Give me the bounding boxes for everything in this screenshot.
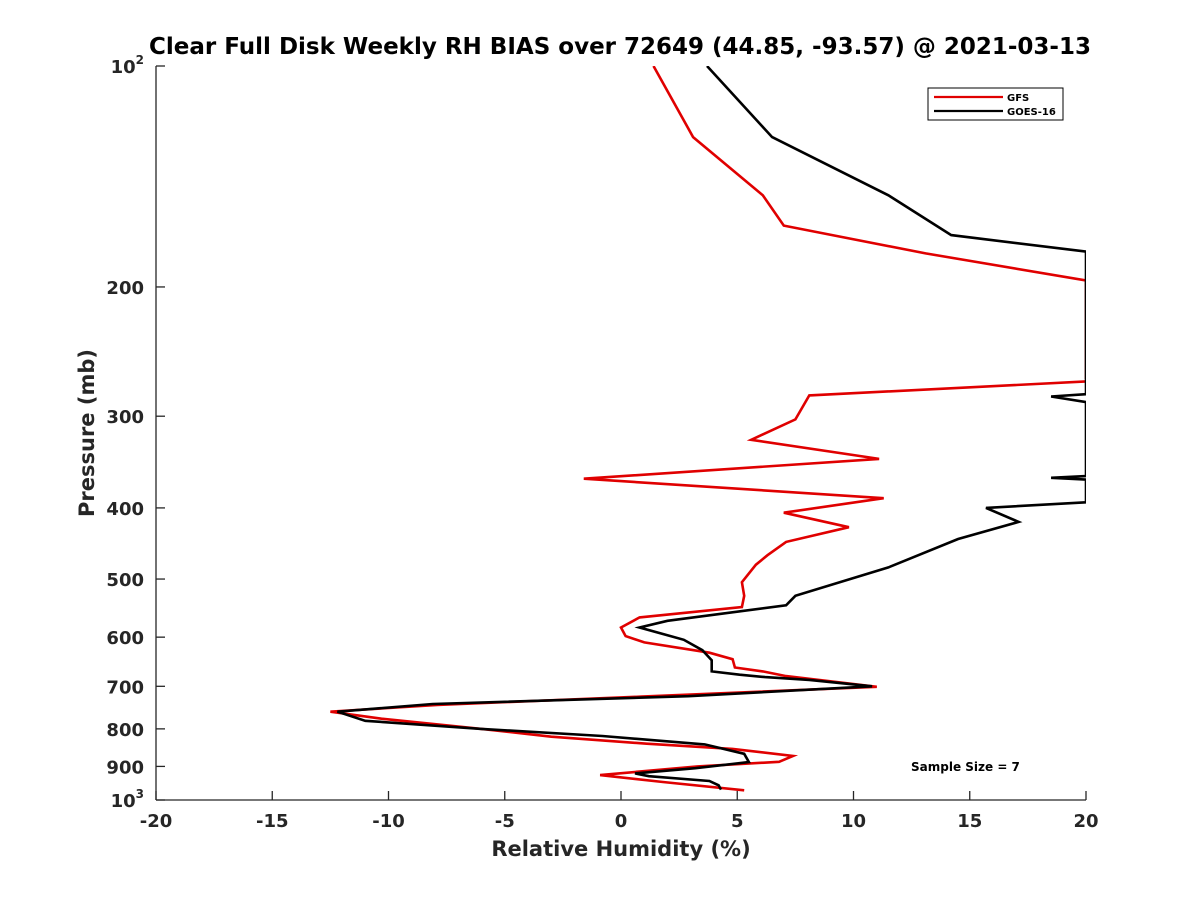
x-tick-label: -5 [495,811,515,832]
y-tick-label: 102 [111,53,144,78]
x-tick-label: 20 [1073,811,1098,832]
series-layer [330,66,1086,792]
chart-title: Clear Full Disk Weekly RH BIAS over 7264… [149,34,1091,60]
x-tick-label: 10 [841,811,866,832]
sample-size-annotation: Sample Size = 7 [911,760,1020,774]
legend-label-goes16: GOES-16 [1007,107,1056,118]
x-tick-label: 0 [615,811,628,832]
y-tick-label: 400 [106,499,144,520]
x-tick-label: 5 [731,811,744,832]
y-tick-label: 700 [106,677,144,698]
y-tick-label: 600 [106,628,144,649]
y-tick-label: 200 [106,278,144,299]
y-tick-label: 103 [111,787,144,812]
y-axis-label: Pressure (mb) [75,349,99,517]
x-ticks: -20 -15 -10 -5 0 5 10 15 20 [140,791,1099,832]
y-tick-label: 300 [106,407,144,428]
legend: GFS GOES-16 [927,87,1064,121]
series-line-goes16 [336,66,1086,791]
legend-label-gfs: GFS [1007,93,1029,104]
y-tick-label: 800 [106,720,144,741]
x-tick-label: -20 [140,811,173,832]
legend-box [927,87,1064,121]
x-tick-label: -15 [256,811,289,832]
y-tick-label: 500 [106,570,144,591]
axes-layer [155,66,1086,801]
y-ticks: 102 200 300 400 500 600 700 800 900 103 [106,53,165,812]
x-tick-label: -10 [372,811,405,832]
x-axis-label: Relative Humidity (%) [491,837,750,861]
y-tick-label: 900 [106,757,144,778]
x-tick-label: 15 [957,811,982,832]
series-line-gfs [330,66,1086,792]
